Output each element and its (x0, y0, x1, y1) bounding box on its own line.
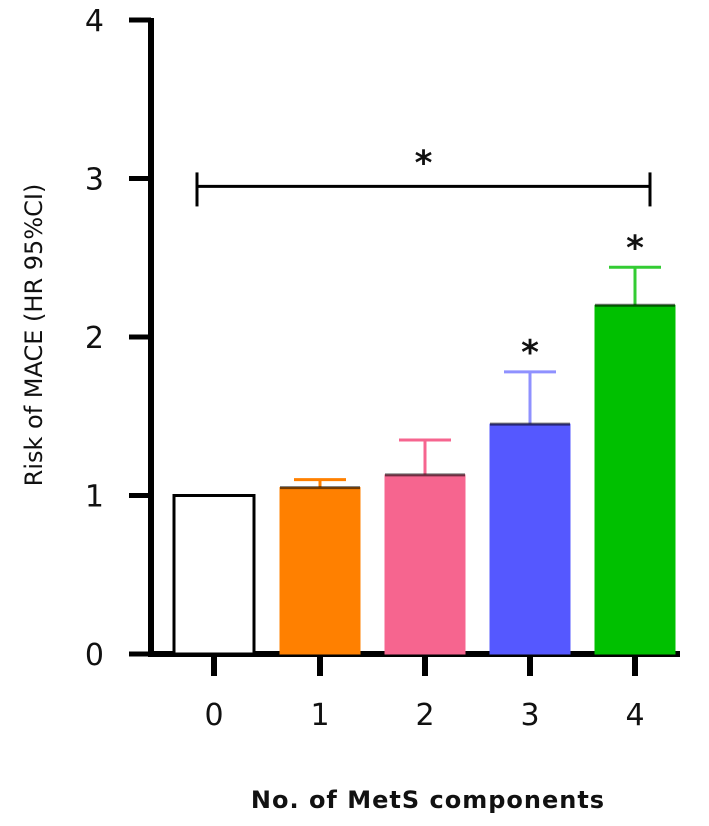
x-axis-label: No. of MetS components (251, 786, 605, 814)
x-tick-label: 2 (415, 698, 434, 733)
bars (172, 265, 676, 656)
x-tick-label: 0 (204, 698, 223, 733)
bar (172, 494, 256, 656)
y-axis-label: Risk of MACE (HR 95%CI) (20, 184, 48, 487)
y-tick-label: 1 (85, 480, 104, 515)
bar (594, 304, 676, 655)
bracket-significance-star: * (415, 143, 433, 183)
significance-star: * (521, 333, 539, 373)
x-tick-label: 1 (310, 698, 329, 733)
bar (384, 474, 466, 655)
x-tick-label: 4 (625, 698, 644, 733)
bar (279, 487, 361, 655)
y-tick-label: 3 (85, 163, 104, 198)
significance-star: * (626, 228, 644, 268)
y-tick-label: 4 (85, 4, 104, 39)
y-tick-label: 0 (85, 638, 104, 673)
bar (489, 423, 571, 655)
x-tick-label: 3 (520, 698, 539, 733)
y-tick-label: 2 (85, 321, 104, 356)
annotations: * * * (195, 143, 652, 373)
